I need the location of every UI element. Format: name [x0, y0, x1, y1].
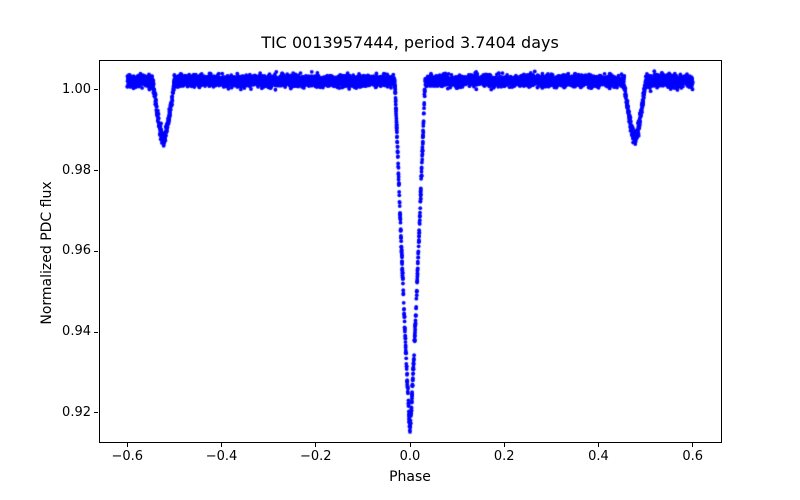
- y-tick-mark: [94, 250, 98, 252]
- scatter-points-canvas: [100, 61, 721, 442]
- x-tick-label: −0.2: [299, 449, 332, 464]
- y-tick-mark: [94, 89, 98, 91]
- y-tick-label: 0.96: [62, 243, 91, 259]
- x-tick-label: 0.0: [399, 449, 421, 464]
- y-tick-label: 0.98: [62, 162, 91, 178]
- y-tick-label: 0.92: [62, 404, 91, 420]
- x-tick-label: 0.4: [588, 449, 609, 464]
- x-axis-label: Phase: [389, 469, 431, 485]
- x-tick-mark: [315, 443, 317, 447]
- y-tick-label: 0.94: [62, 324, 91, 340]
- x-tick-mark: [597, 443, 599, 447]
- x-tick-mark: [503, 443, 505, 447]
- x-tick-mark: [126, 443, 128, 447]
- x-tick-mark: [221, 443, 222, 447]
- x-tick-label: 0.6: [682, 449, 704, 464]
- x-tick-label: −0.4: [205, 449, 238, 464]
- x-tick-label: −0.6: [111, 449, 144, 464]
- x-tick-mark: [409, 443, 411, 447]
- y-tick-mark: [94, 170, 98, 172]
- chart-title: TIC 0013957444, period 3.7404 days: [261, 33, 559, 52]
- y-tick-mark: [94, 412, 98, 414]
- x-tick-label: 0.2: [493, 449, 515, 464]
- y-tick-mark: [94, 331, 98, 333]
- y-tick-label: 1.00: [62, 81, 91, 97]
- x-tick-mark: [692, 443, 694, 447]
